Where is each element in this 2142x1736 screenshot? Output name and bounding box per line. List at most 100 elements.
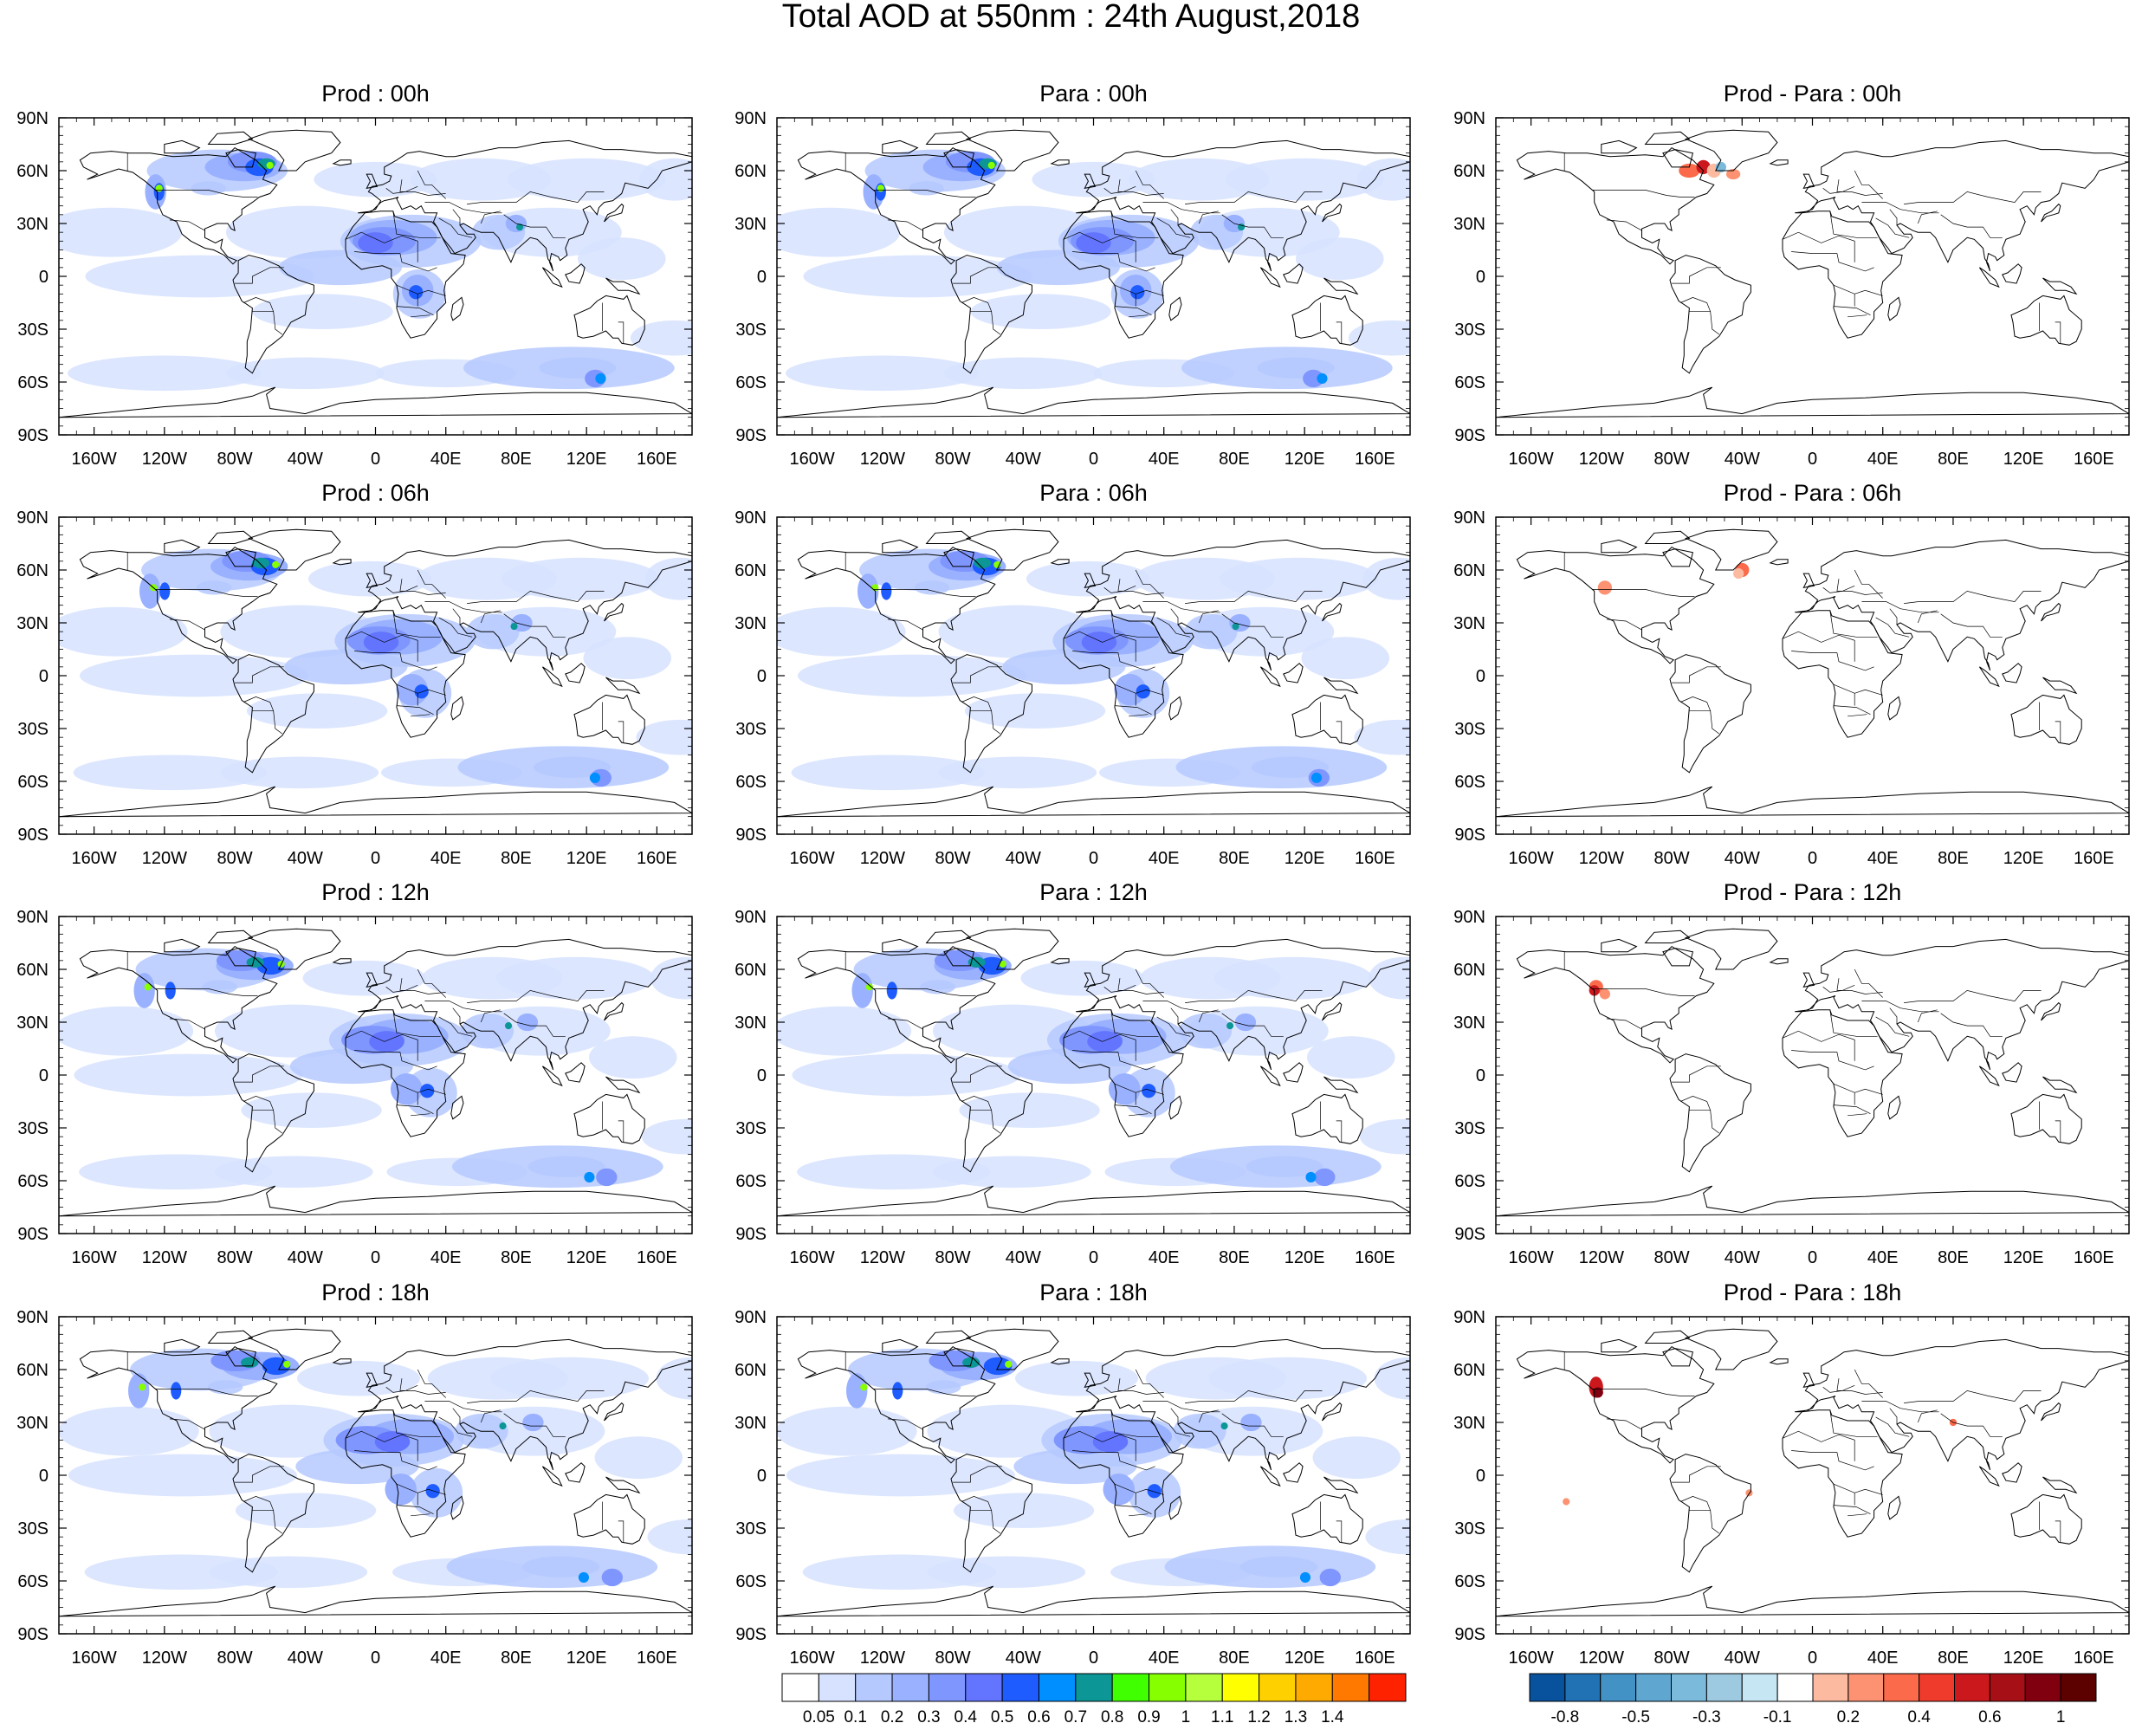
aod-plume: [1005, 1361, 1012, 1368]
colorbar-swatch: [966, 1674, 1002, 1701]
aod-plume: [852, 973, 873, 1008]
panel-title: Prod : 00h: [29, 81, 722, 107]
colorbar-label: 0.4: [955, 1708, 978, 1726]
aod-plume: [881, 582, 891, 599]
colorbar-swatch: [1296, 1674, 1332, 1701]
aod-plume: [988, 162, 995, 169]
lon-label: 40E: [1149, 849, 1180, 868]
colorbar-swatch: [1530, 1674, 1565, 1701]
lon-label: 40E: [1149, 1248, 1180, 1267]
map-background: [1496, 1317, 2129, 1634]
colorbar-swatch: [1777, 1674, 1813, 1701]
lat-label: 90S: [17, 1225, 49, 1244]
lat-label: 30S: [1454, 321, 1485, 340]
aod-plume: [252, 558, 269, 568]
lon-label: 40E: [1867, 1248, 1899, 1267]
aod-plume: [631, 321, 719, 356]
aod-plume: [1221, 1422, 1228, 1429]
lat-label: 60S: [735, 773, 767, 792]
colorbar-swatch: [856, 1674, 892, 1701]
map-layer: [1496, 517, 2129, 834]
panel-title: Para : 06h: [747, 480, 1440, 506]
lat-label: 0: [1476, 1066, 1485, 1085]
aod-plume: [636, 720, 724, 755]
lon-label: 80W: [1653, 1248, 1689, 1267]
figure-title: Total AOD at 550nm : 24th August,2018: [0, 0, 2142, 33]
aod-plume: [1317, 373, 1327, 384]
lon-label: 120W: [860, 450, 905, 469]
aod-plume: [877, 185, 884, 191]
aod-plume: [369, 1031, 404, 1052]
lat-label: 60N: [1453, 1361, 1485, 1380]
colorbar-label: 0.05: [803, 1708, 835, 1726]
aod-plume: [1296, 237, 1384, 280]
colorbar-swatch: [1112, 1674, 1149, 1701]
lon-label: 160W: [71, 849, 116, 868]
aod-plume: [944, 358, 1103, 390]
colorbar-label: 0.6: [1978, 1708, 2001, 1726]
aod-plume: [1220, 558, 1378, 600]
lon-label: 0: [1089, 849, 1098, 868]
lat-label: 90S: [735, 826, 767, 845]
lon-label: 120W: [1579, 1248, 1624, 1267]
lat-label: 90N: [16, 109, 49, 128]
lat-label: 0: [757, 1066, 767, 1085]
lat-label: 90N: [1453, 109, 1485, 128]
lon-label: 40W: [288, 1649, 323, 1668]
lat-label: 0: [757, 667, 767, 686]
lon-label: 120E: [566, 1649, 607, 1668]
lat-label: 90N: [1453, 508, 1485, 528]
aod-plume: [415, 684, 429, 698]
panel-title: Prod - Para : 06h: [1466, 480, 2142, 506]
panel-title: Prod - Para : 18h: [1466, 1279, 2142, 1305]
lat-label: 0: [39, 1467, 49, 1486]
colorbar-swatch: [1369, 1674, 1406, 1701]
lat-label: 60S: [1454, 1572, 1485, 1591]
lon-label: 160E: [2074, 849, 2114, 868]
lon-label: 160E: [2074, 1649, 2114, 1668]
lon-label: 160E: [637, 1649, 677, 1668]
aod-plume: [786, 1454, 1015, 1497]
lat-label: 90S: [735, 426, 767, 445]
colorbar-label: 0.8: [1101, 1708, 1123, 1726]
lat-label: 30N: [1453, 215, 1485, 234]
lat-label: 30S: [1454, 720, 1485, 739]
aod-plume: [80, 655, 308, 697]
lon-label: 120E: [2003, 1649, 2044, 1668]
aod-plume: [584, 637, 672, 679]
panel-title: Prod - Para : 00h: [1466, 81, 2142, 107]
lon-label: 120E: [2003, 849, 2044, 868]
lon-label: 40W: [1006, 1248, 1041, 1267]
lat-label: 60S: [17, 1172, 49, 1191]
aod-plume: [1300, 1572, 1310, 1583]
lon-label: 40E: [1149, 1649, 1180, 1668]
lat-label: 60N: [16, 162, 49, 181]
aod-plume: [208, 1380, 243, 1394]
lon-label: 120E: [566, 849, 607, 868]
lon-label: 80E: [1219, 1248, 1250, 1267]
colorbar-label: -0.3: [1692, 1708, 1721, 1726]
aod-plume: [134, 973, 155, 1008]
lat-label: 90S: [17, 826, 49, 845]
lon-label: 80E: [1938, 1649, 1969, 1668]
colorbar-label: 0.7: [1065, 1708, 1087, 1726]
lat-label: 60N: [16, 961, 49, 980]
lon-label: 160W: [71, 1649, 116, 1668]
colorbar-swatch: [819, 1674, 855, 1701]
lat-label: 30S: [17, 720, 49, 739]
aod-plume: [596, 1169, 617, 1186]
colorbar-label: 1: [1181, 1708, 1191, 1726]
aod-plume: [502, 558, 660, 600]
colorbar-label: 0.1: [844, 1708, 866, 1726]
lat-label: 60N: [734, 961, 767, 980]
aod-plume: [1214, 957, 1373, 1000]
aod-plume: [1136, 684, 1150, 698]
lat-label: 0: [1476, 268, 1485, 287]
lat-label: 90N: [1453, 1308, 1485, 1327]
